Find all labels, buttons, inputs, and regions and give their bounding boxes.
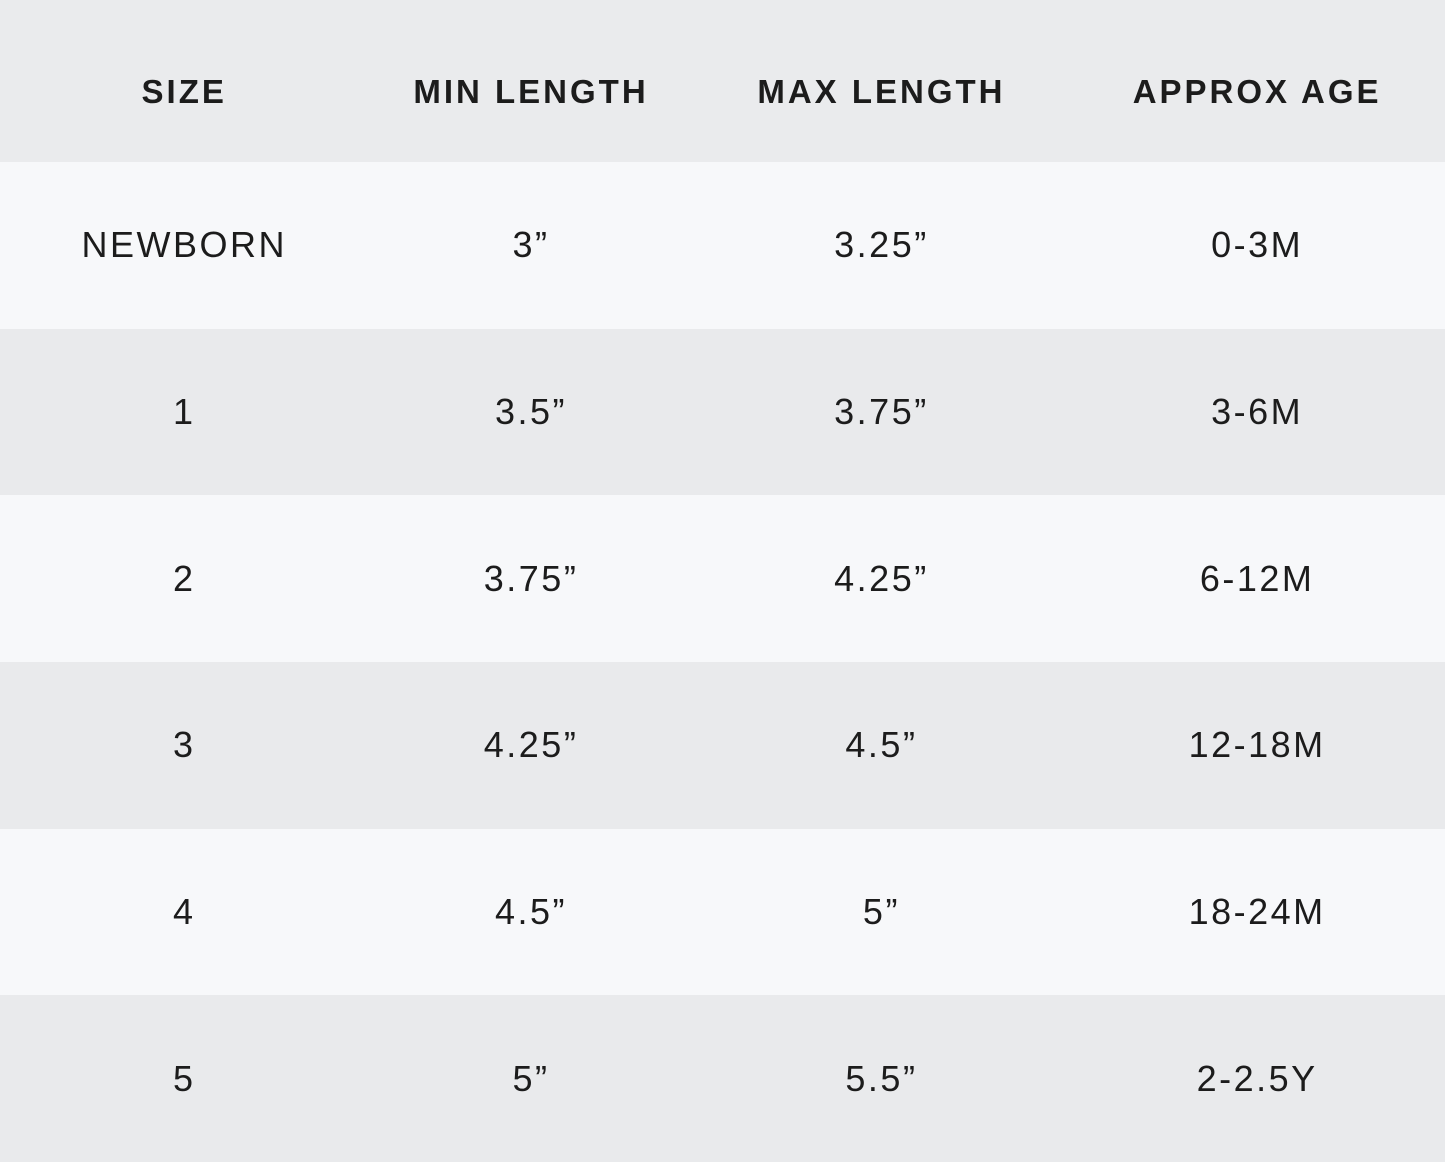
max-length-cell: 3.25” — [834, 224, 929, 266]
size-cell: 2 — [172, 557, 196, 599]
max-length-cell: 3.75” — [834, 391, 929, 432]
min-length-cell: 4.5” — [495, 891, 568, 933]
max-length-cell: 5.5” — [845, 1057, 918, 1099]
min-length-cell: 3.75” — [483, 557, 579, 599]
table-row-size-2: 2 3.75” 4.25” 6-12M — [0, 495, 1445, 663]
min-length-cell: 3” — [512, 224, 550, 266]
size-cell: 5 — [172, 1057, 196, 1099]
min-length-cell: 4.25” — [483, 724, 579, 766]
approx-age-cell: 6-12M — [1199, 557, 1315, 599]
column-header-size: SIZE — [141, 73, 227, 110]
max-length-cell: 5” — [862, 891, 900, 933]
table-row-size-5: 5 5” 5.5” 2-2.5Y — [0, 995, 1445, 1162]
size-cell: 1 — [172, 391, 196, 432]
size-cell: 4 — [172, 891, 196, 933]
approx-age-cell: 2-2.5Y — [1196, 1057, 1318, 1099]
table-row-newborn: NEWBORN 3” 3.25” 0-3M — [0, 162, 1445, 329]
column-header-max-length: MAX LENGTH — [757, 73, 1006, 110]
max-length-cell: 4.5” — [845, 724, 918, 766]
table-header-row: SIZE MIN LENGTH MAX LENGTH APPROX AGE — [0, 0, 1445, 162]
size-cell: 3 — [172, 724, 196, 766]
column-header-approx-age: APPROX AGE — [1132, 73, 1382, 110]
size-cell: NEWBORN — [81, 224, 287, 266]
min-length-cell: 3.5” — [495, 391, 568, 432]
approx-age-cell: 3-6M — [1211, 391, 1304, 432]
approx-age-cell: 18-24M — [1188, 891, 1326, 933]
approx-age-cell: 12-18M — [1188, 724, 1326, 766]
table-row-size-4: 4 4.5” 5” 18-24M — [0, 828, 1445, 996]
approx-age-cell: 0-3M — [1211, 224, 1304, 266]
min-length-cell: 5” — [512, 1057, 550, 1099]
max-length-cell: 4.25” — [834, 557, 929, 599]
table-row-size-3: 3 4.25” 4.5” 12-18M — [0, 662, 1445, 829]
table-row-size-1: 1 3.5” 3.75” 3-6M — [0, 328, 1445, 496]
column-header-min-length: MIN LENGTH — [413, 73, 649, 110]
